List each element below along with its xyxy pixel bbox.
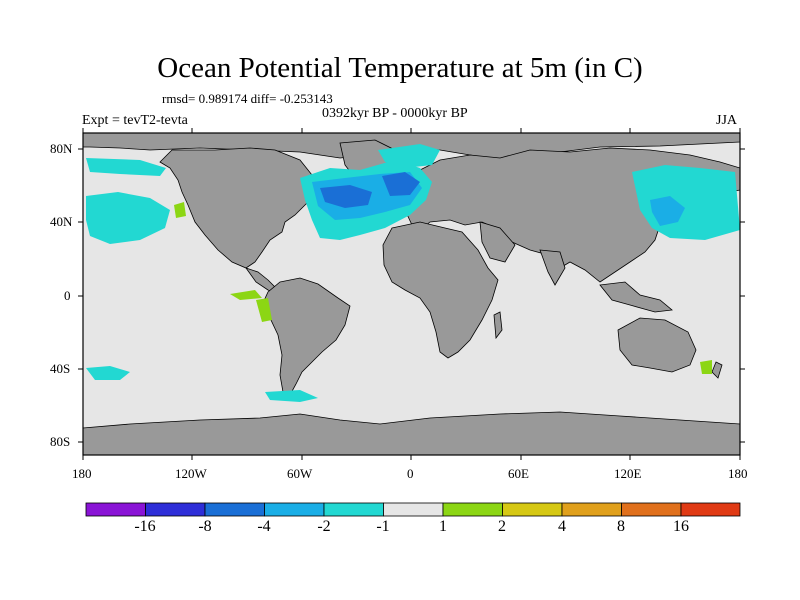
colorbar-swatch	[264, 502, 325, 517]
y-tick-label: 40N	[50, 214, 73, 229]
nordic-seas-cool-patch	[378, 144, 440, 168]
southern-ocean-cool-patch	[265, 390, 318, 402]
anomaly-patches	[86, 144, 740, 402]
colorbar-swatch	[502, 502, 563, 517]
colorbar-swatch	[561, 502, 622, 517]
x-tick-label: 120E	[614, 466, 642, 481]
colorbar-label: 16	[673, 518, 689, 535]
antarctica	[83, 411, 740, 455]
africa	[382, 221, 499, 359]
nordic-seas-cold-core	[382, 172, 420, 196]
x-tick-label: 60E	[508, 466, 529, 481]
chart-title: Ocean Potential Temperature at 5m (in C)	[157, 52, 643, 84]
madagascar	[493, 311, 503, 340]
australia	[617, 317, 697, 373]
x-tick-label: 60W	[287, 466, 313, 481]
colorbar-swatch	[204, 502, 265, 517]
colorbar-swatch	[680, 502, 741, 517]
map-panel	[83, 133, 740, 455]
colorbar-label: -4	[257, 518, 271, 535]
east-pacific-warm-patch	[230, 290, 262, 300]
north-america	[159, 147, 316, 269]
south-pacific-cool-patch	[86, 366, 130, 380]
north-pacific-warm-patch	[174, 202, 186, 218]
colorbar-swatch	[442, 502, 503, 517]
indian-subcontinent	[539, 249, 566, 286]
y-tick-label: 0	[64, 288, 71, 303]
colorbar-label: 8	[617, 518, 625, 535]
colorbar-label: -1	[376, 518, 390, 535]
southeast-asia-islands	[599, 281, 673, 313]
colorbar-swatch	[85, 502, 146, 517]
y-tick-label: 80S	[50, 434, 71, 449]
period-label: 0392kyr BP - 0000kyr BP	[322, 106, 468, 121]
colorbar-label: 2	[498, 518, 506, 535]
arctic-pacific-cool-strip	[86, 158, 166, 176]
tasman-warm-patch	[700, 360, 712, 374]
south-america	[261, 277, 351, 396]
colorbar	[85, 502, 741, 517]
peru-coast-warm-patch	[256, 298, 272, 322]
north-pacific-cool-patch	[86, 192, 170, 244]
x-tick-label: 0	[407, 466, 414, 481]
y-tick-label: 40S	[50, 361, 71, 376]
season-label: JJA	[716, 113, 738, 128]
x-tick-label: 120W	[175, 466, 207, 481]
colorbar-label: 4	[558, 518, 566, 535]
axis-ticks	[78, 128, 745, 460]
stats-text: rmsd= 0.989174 diff= -0.253143	[162, 91, 333, 106]
colorbar-swatch	[621, 502, 682, 517]
colorbar-swatch	[323, 502, 384, 517]
colorbar-label: -16	[134, 518, 156, 535]
y-tick-label: 80N	[50, 141, 73, 156]
arabian-peninsula	[479, 221, 516, 263]
colorbar-label: 1	[439, 518, 447, 535]
x-tick-label: 180	[72, 466, 92, 481]
colorbar-swatch	[383, 502, 444, 517]
northwest-pacific-cooler-core	[650, 196, 685, 226]
colorbar-swatch	[145, 502, 206, 517]
new-zealand	[711, 361, 723, 379]
north-atlantic-coldest-core	[320, 185, 372, 208]
x-tick-label: 180	[728, 466, 748, 481]
colorbar-label: -2	[317, 518, 331, 535]
experiment-label: Expt = tevT2-tevta	[82, 113, 188, 128]
colorbar-label: -8	[198, 518, 212, 535]
